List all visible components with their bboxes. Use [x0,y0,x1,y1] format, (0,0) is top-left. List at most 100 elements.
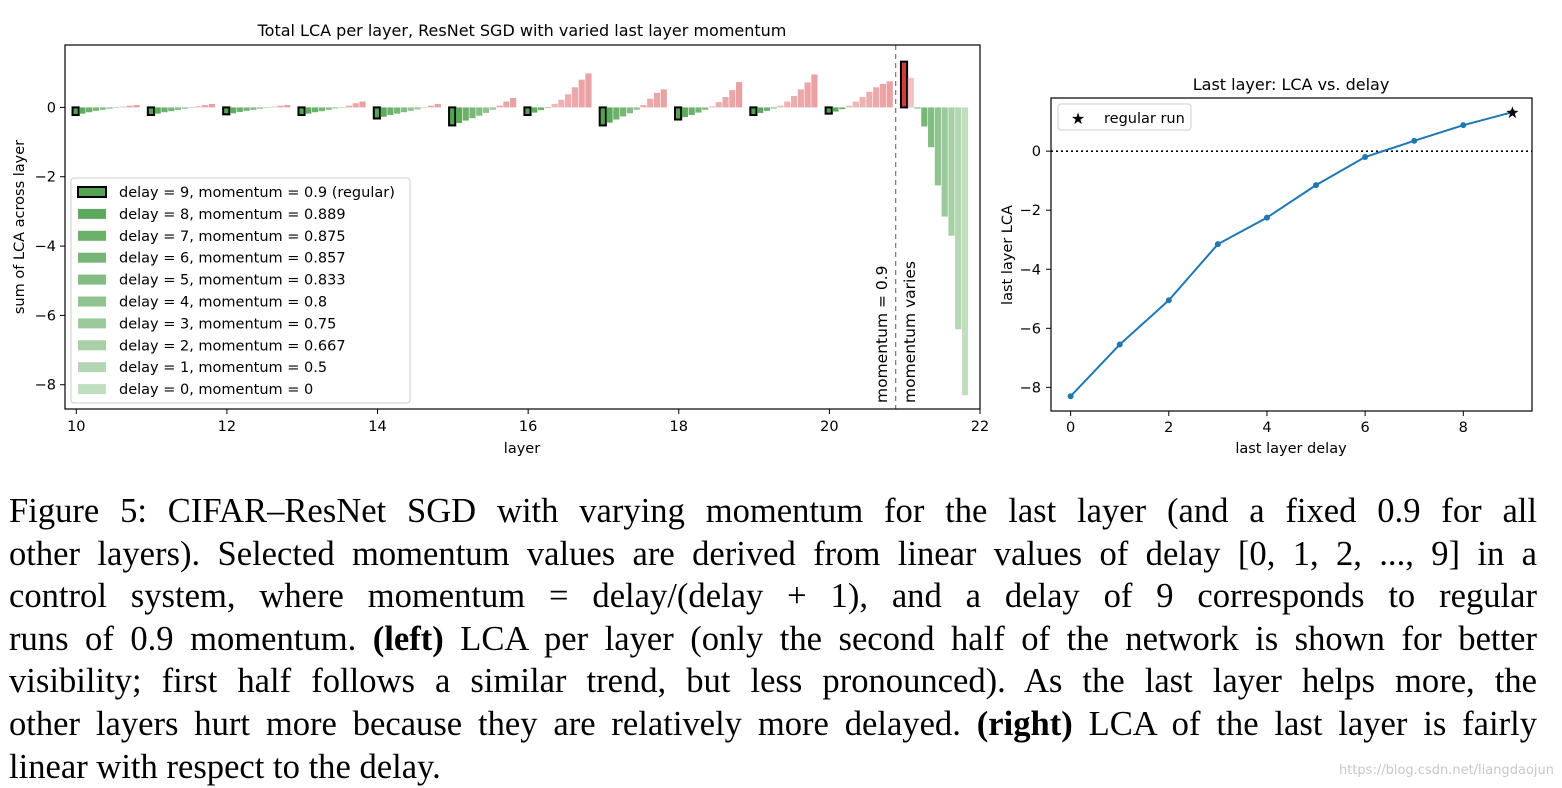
bar-layer18-delay1 [729,90,736,108]
lca-point-delay-5 [1313,182,1320,189]
bar-layer16-delay5 [551,103,558,108]
right-ytick-label: −6 [1020,321,1041,337]
caption-text: Figure 5: CIFAR–ResNet SGD with varying … [9,492,1537,530]
bar-layer16-delay4 [558,99,565,108]
bar-layer16-delay7 [537,107,545,111]
figure-caption: Figure 5: CIFAR–ResNet SGD with varying … [9,490,1537,788]
caption-line: Figure 5: CIFAR–ResNet SGD with varying … [9,490,1537,533]
left-axes-frame [64,44,981,410]
right-chart-ylabel: last layer LCA [1000,205,1016,305]
bar-layer10-delay1 [126,105,133,108]
caption-text: LCA per layer (only the second half of t… [443,619,1538,658]
bar-layer16-delay9 [523,106,532,117]
regular-run-star-icon: ★ [1505,103,1519,122]
right-xtick-label: 0 [1066,420,1075,436]
right-xtick-label: 6 [1361,420,1370,436]
legend-label: delay = 7, momentum = 0.875 [119,229,346,245]
caption-line: control system, where momentum = delay/(… [9,575,1537,618]
left-chart: Total LCA per layer, ResNet SGD with var… [12,21,989,457]
bar-layer17-delay2 [647,98,654,108]
bar-layer20-delay3 [866,91,873,108]
legend-label: delay = 3, momentum = 0.75 [119,316,336,332]
bar-layer10-delay2 [119,106,127,108]
bar-layer16-delay6 [544,107,551,108]
bar-layer17-delay4 [633,107,640,110]
caption-bold: (right) [976,704,1073,743]
bar-layer15-delay2 [496,105,503,108]
bar-layer12-delay8 [229,107,237,114]
left-xtick-label: 16 [519,419,537,435]
bar-layer11-delay9 [146,106,156,117]
bar-layer18-delay7 [688,107,695,116]
bar-layer13-delay6 [318,107,325,112]
left-ytick-label: −2 [35,170,56,186]
legend-label: delay = 8, momentum = 0.889 [119,207,346,223]
right-series: ★ [1067,103,1520,400]
bar-layer10-delay9 [71,106,80,117]
legend-label: delay = 0, momentum = 0 [119,382,313,398]
legend-swatch [78,384,106,395]
right-ytick-label: −8 [1020,380,1041,396]
right-legend-label: regular run [1104,111,1185,127]
bar-layer19-delay0 [811,74,818,108]
bar-layer21-delay9 [899,60,909,109]
right-chart: Last layer: LCA vs. delay ★ 0 2 4 6 8 0 −2 −4 −6… [1000,75,1533,457]
bar-layer10-delay0 [133,104,140,108]
bar-layer12-delay2 [270,106,277,108]
left-xtick-label: 12 [218,419,236,435]
legend-swatch [78,208,106,219]
right-xtick-label: 2 [1164,420,1173,436]
left-chart-xlabel: layer [504,441,540,457]
bar-layer11-delay5 [174,107,182,110]
bar-layer21-delay5 [928,107,935,148]
legend-swatch [78,296,106,307]
bar-layer13-delay2 [345,105,353,108]
bar-layer18-delay3 [715,102,722,108]
watermark: https://blog.csdn.net/liangdaojun [1338,763,1554,778]
legend-swatch [78,252,106,263]
legend-swatch [78,318,106,329]
bar-layer17-delay9 [598,106,607,127]
bar-layer11-delay1 [202,104,209,108]
caption-bold: (left) [372,619,444,658]
bar-layer18-delay5 [702,107,709,110]
bar-layer10-delay3 [113,107,120,108]
vline-label-right: momentum varies [901,261,919,403]
bar-layer19-delay8 [757,107,764,113]
bar-layer21-delay3 [941,107,948,217]
right-axes-frame [1050,97,1533,412]
bar-layer11-delay4 [181,107,188,109]
right-axes: 0 2 4 6 8 0 −2 −4 −6 −8 [1020,97,1533,436]
lca-point-delay-1 [1116,341,1123,348]
right-xtick-label: 4 [1262,420,1271,436]
bar-layer13-delay8 [305,107,312,114]
legend-label: delay = 4, momentum = 0.8 [119,295,327,311]
right-chart-title: Last layer: LCA vs. delay [1193,75,1390,94]
bar-layer11-delay6 [168,107,175,112]
lca-point-delay-3 [1214,241,1221,248]
legend-swatch [78,230,106,241]
bar-layer10-delay5 [99,107,106,110]
bar-layer10-delay4 [106,107,113,109]
bar-layer15-delay9 [448,106,457,127]
bar-layer11-delay3 [188,107,195,108]
figure: Total LCA per layer, ResNet SGD with var… [12,21,1533,457]
bar-layer15-delay6 [469,107,476,119]
legend-swatch [78,340,106,351]
bar-layer14-delay1 [427,105,435,108]
legend-swatch [77,186,107,198]
bar-layer13-delay7 [312,107,319,113]
bar-layer13-delay5 [325,107,332,110]
left-xtick-label: 20 [820,419,838,435]
legend-swatch [78,274,106,285]
bar-layer21-delay6 [921,107,928,127]
bar-layer12-delay0 [284,104,291,108]
bar-layer14-delay2 [421,107,428,108]
right-chart-xlabel: last layer delay [1235,441,1347,457]
bar-layer17-delay5 [626,107,633,114]
left-axes: 10 12 14 16 18 20 22 0 −2 −4 −6 −8 [35,44,989,435]
legend-label: delay = 1, momentum = 0.5 [119,360,327,376]
legend-frame [70,177,411,404]
vline-label-left: momentum = 0.9 [873,265,891,403]
bar-layer17-delay8 [606,107,613,123]
